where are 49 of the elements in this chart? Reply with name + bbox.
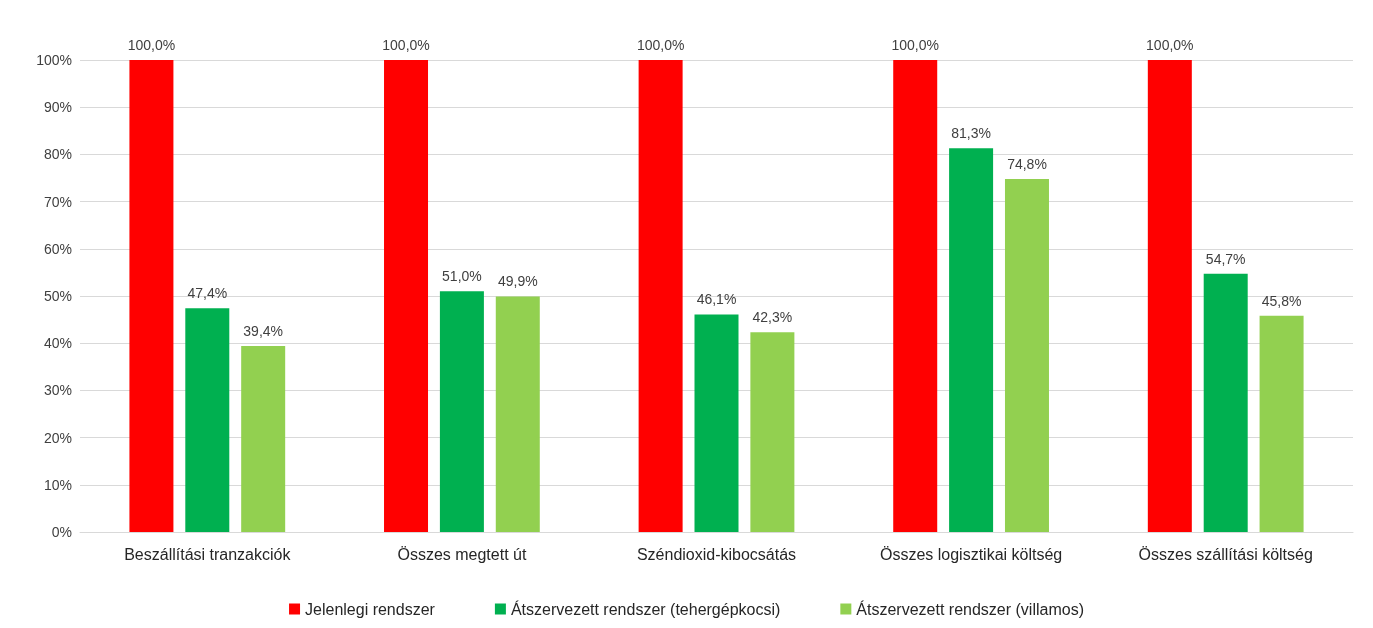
y-tick-label: 20% <box>43 429 72 446</box>
data-label: 39,4% <box>243 323 284 340</box>
bar <box>495 296 540 532</box>
y-tick-label: 100% <box>36 52 72 68</box>
data-label: 100,0% <box>382 37 430 53</box>
x-tick-label: Beszállítási tranzakciók <box>124 545 292 563</box>
bar <box>1004 178 1049 532</box>
y-tick-label: 50% <box>43 288 72 304</box>
legend-label: Átszervezett rendszer (villamos) <box>856 599 1084 618</box>
data-label: 49,9% <box>497 273 538 290</box>
y-tick-label: 70% <box>43 193 72 210</box>
data-label: 100,0% <box>1146 37 1194 53</box>
data-label: 46,1% <box>696 291 737 308</box>
data-label: 42,3% <box>752 309 793 326</box>
y-tick-label: 30% <box>43 382 72 399</box>
x-tick-label: Összes megtett út <box>397 545 527 563</box>
y-tick-label: 90% <box>43 99 72 116</box>
data-label: 54,7% <box>1205 250 1246 267</box>
bar <box>893 60 938 532</box>
legend-label: Jelenlegi rendszer <box>305 600 436 618</box>
data-label: 100,0% <box>891 37 939 53</box>
data-label: 100,0% <box>636 37 685 53</box>
bar <box>384 60 429 532</box>
y-tick-label: 80% <box>43 146 72 163</box>
y-tick-label: 40% <box>43 335 72 352</box>
data-label: 74,8% <box>1007 155 1047 172</box>
x-tick-label: Széndioxid-kibocsátás <box>636 545 797 563</box>
bar <box>949 148 994 532</box>
legend-label: Átszervezett rendszer (tehergépkocsi) <box>510 599 781 618</box>
bar <box>439 291 484 532</box>
x-tick-label: Összes szállítási költség <box>1138 545 1313 563</box>
y-tick-label: 0% <box>51 524 72 540</box>
bar <box>1203 273 1248 532</box>
data-label: 51,0% <box>442 268 482 285</box>
data-label: 45,8% <box>1261 292 1302 309</box>
y-tick-label: 10% <box>43 476 72 493</box>
bar <box>1259 315 1304 532</box>
bar <box>750 332 795 532</box>
bar <box>694 314 739 532</box>
data-label: 81,3% <box>951 125 991 142</box>
bar <box>638 60 683 532</box>
bar <box>241 346 286 532</box>
bar <box>1147 60 1192 532</box>
bar <box>185 308 230 532</box>
x-tick-label: Összes logisztikai költség <box>879 545 1063 563</box>
data-label: 47,4% <box>187 285 228 302</box>
y-tick-label: 60% <box>43 240 72 257</box>
bar <box>129 60 174 532</box>
data-label: 100,0% <box>127 37 176 53</box>
